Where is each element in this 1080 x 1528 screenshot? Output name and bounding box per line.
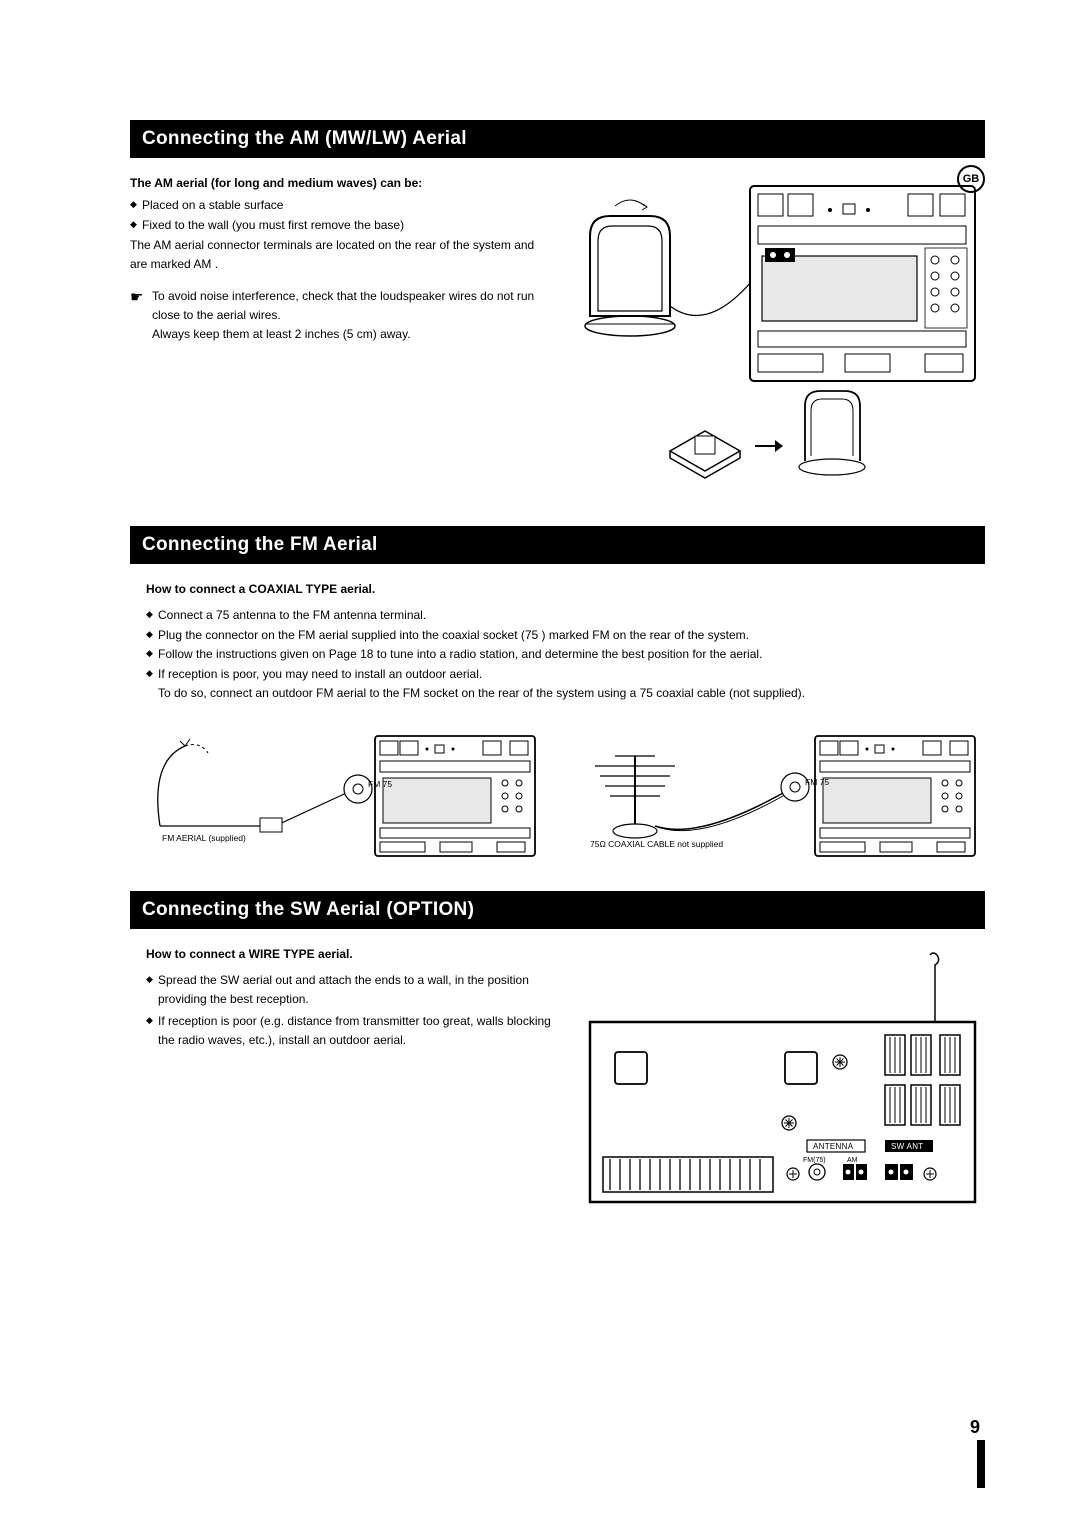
bullet-icon: ◆ bbox=[146, 606, 158, 625]
sw-header: Connecting the SW Aerial (OPTION) bbox=[130, 891, 985, 929]
sw-sub: How to connect a WIRE TYPE aerial. bbox=[146, 947, 570, 961]
fm-b1: ◆Connect a 75 antenna to the FM antenna … bbox=[146, 606, 985, 625]
page-number: 9 bbox=[970, 1417, 980, 1438]
fm-text: How to connect a COAXIAL TYPE aerial. ◆C… bbox=[130, 582, 985, 703]
fm-header-text: Connecting the FM Aerial bbox=[142, 534, 378, 555]
sw-antenna-label: ANTENNA bbox=[813, 1142, 853, 1151]
fm-b2: ◆Plug the connector on the FM aerial sup… bbox=[146, 626, 985, 645]
bullet-icon: ◆ bbox=[130, 216, 142, 235]
bullet-icon: ◆ bbox=[146, 971, 158, 1008]
am-row: The AM aerial (for long and medium waves… bbox=[130, 176, 985, 501]
fm75-label-left: FM 75 bbox=[368, 779, 392, 789]
am-text-col: The AM aerial (for long and medium waves… bbox=[130, 176, 560, 501]
am-note: ☛ To avoid noise interference, check tha… bbox=[130, 287, 545, 343]
am-diagram-top bbox=[560, 176, 980, 386]
am-intro: The AM aerial (for long and medium waves… bbox=[130, 176, 545, 190]
fm-b4sub: To do so, connect an outdoor FM aerial t… bbox=[146, 684, 985, 703]
sw-header-text: Connecting the SW Aerial (OPTION) bbox=[142, 899, 474, 920]
sw-am-label: AM bbox=[847, 1157, 858, 1164]
fm-b3-t: Follow the instructions given on Page 18… bbox=[158, 645, 762, 664]
fm-header: Connecting the FM Aerial bbox=[130, 526, 985, 564]
sw-fm75-label: FM(75) bbox=[803, 1157, 826, 1164]
am-b1: ◆Placed on a stable surface bbox=[130, 196, 545, 215]
bullet-icon: ◆ bbox=[146, 626, 158, 645]
am-note1: To avoid noise interference, check that … bbox=[152, 287, 545, 324]
note-hand-icon: ☛ bbox=[130, 287, 152, 343]
am-note2: Always keep them at least 2 inches (5 cm… bbox=[152, 325, 545, 344]
fm-b1-t: Connect a 75 antenna to the FM antenna t… bbox=[158, 606, 426, 625]
fm75-label-right: FM 75 bbox=[805, 777, 829, 787]
am-header: Connecting the AM (MW/LW) Aerial bbox=[130, 120, 985, 158]
fm-diagram-left: FM 75 FM AERIAL (supplied) bbox=[130, 731, 540, 861]
fm-b4: ◆If reception is poor, you may need to i… bbox=[146, 665, 985, 684]
am-diagram-bottom bbox=[560, 386, 980, 501]
bullet-icon: ◆ bbox=[146, 665, 158, 684]
am-note-text: To avoid noise interference, check that … bbox=[152, 287, 545, 343]
sw-text-col: How to connect a WIRE TYPE aerial. ◆Spre… bbox=[130, 947, 585, 1207]
fm-supplied-label: FM AERIAL (supplied) bbox=[162, 833, 246, 843]
sw-b2: ◆If reception is poor (e.g. distance fro… bbox=[146, 1012, 570, 1049]
gb-badge: GB bbox=[957, 165, 985, 193]
sw-row: How to connect a WIRE TYPE aerial. ◆Spre… bbox=[130, 947, 985, 1207]
am-header-text: Connecting the AM (MW/LW) Aerial bbox=[142, 128, 467, 149]
fm-coax-label: 75Ω COAXIAL CABLE not supplied bbox=[590, 839, 723, 849]
bullet-icon: ◆ bbox=[130, 196, 142, 215]
bullet-icon: ◆ bbox=[146, 1012, 158, 1049]
page-bar bbox=[977, 1440, 985, 1488]
sw-diagram bbox=[585, 947, 980, 1207]
sw-diagram-col: ANTENNA SW ANT FM(75) AM bbox=[585, 947, 980, 1207]
sw-b1-t: Spread the SW aerial out and attach the … bbox=[158, 971, 570, 1008]
am-b1-text: Placed on a stable surface bbox=[142, 196, 283, 215]
fm-b2-t: Plug the connector on the FM aerial supp… bbox=[158, 626, 749, 645]
fm-diagrams: FM 75 FM AERIAL (supplied) bbox=[130, 731, 985, 861]
fm-diagram-right: FM 75 75Ω COAXIAL CABLE not supplied bbox=[570, 731, 980, 861]
fm-b3: ◆Follow the instructions given on Page 1… bbox=[146, 645, 985, 664]
fm-b4-t: If reception is poor, you may need to in… bbox=[158, 665, 482, 684]
gb-text: GB bbox=[963, 173, 980, 185]
am-p1: The AM aerial connector terminals are lo… bbox=[130, 236, 545, 273]
fm-sub: How to connect a COAXIAL TYPE aerial. bbox=[146, 582, 985, 596]
am-diagram-col bbox=[560, 176, 980, 501]
am-b2-text: Fixed to the wall (you must first remove… bbox=[142, 216, 404, 235]
sw-b2-t: If reception is poor (e.g. distance from… bbox=[158, 1012, 570, 1049]
am-b2: ◆Fixed to the wall (you must first remov… bbox=[130, 216, 545, 235]
sw-b1: ◆Spread the SW aerial out and attach the… bbox=[146, 971, 570, 1008]
sw-swant-label: SW ANT bbox=[891, 1142, 923, 1151]
bullet-icon: ◆ bbox=[146, 645, 158, 664]
